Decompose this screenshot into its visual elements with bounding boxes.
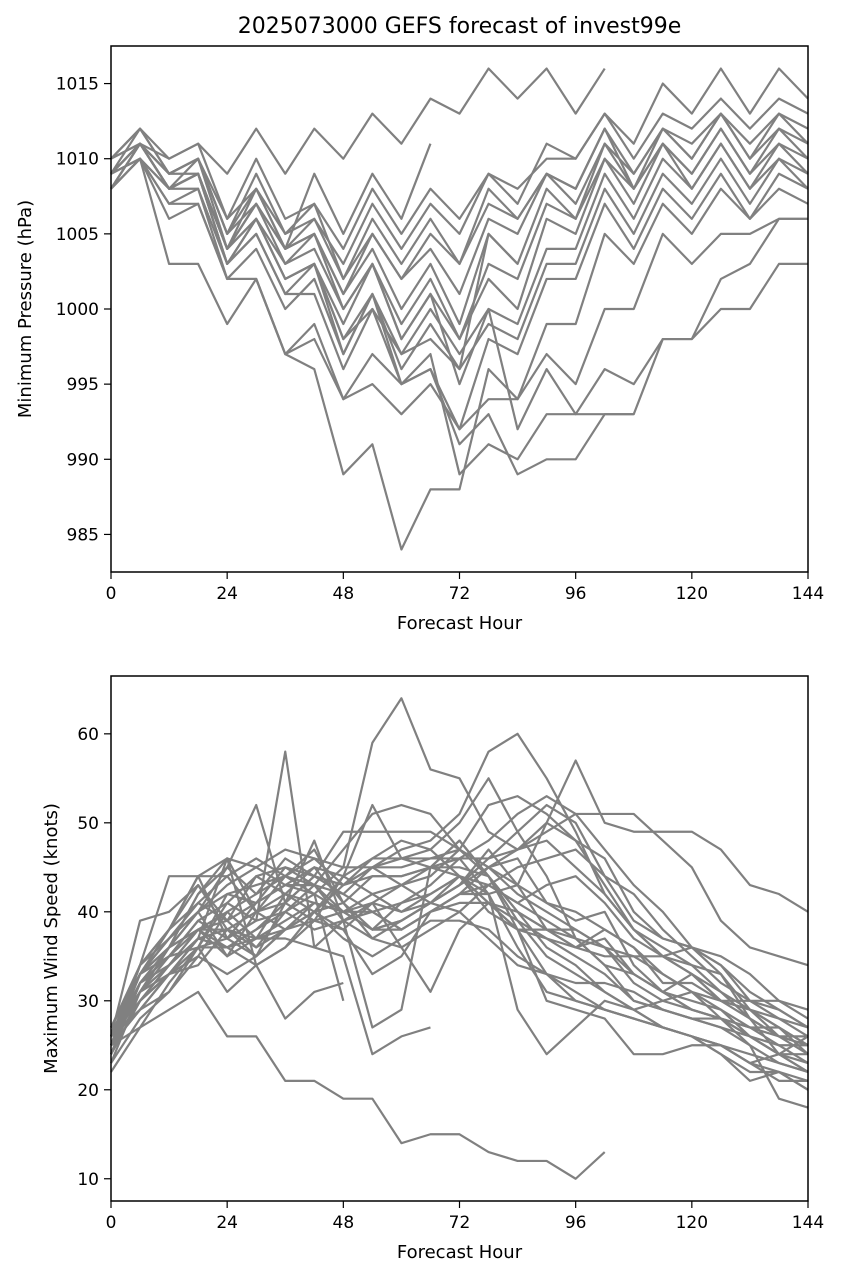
pressure-x-axis-label: Forecast Hour bbox=[397, 613, 523, 634]
pressure-y-tick-label: 1010 bbox=[56, 150, 99, 170]
wind-x-axis-label: Forecast Hour bbox=[397, 1242, 523, 1263]
pressure-y-tick-label: 1005 bbox=[56, 225, 99, 245]
pressure-panel: 0 24 48 72 96 120 144 985 990 995 1000 1005 1010 1015… bbox=[15, 45, 824, 634]
wind-y-tick-label: 20 bbox=[77, 1081, 99, 1101]
pressure-y-tick-label: 1000 bbox=[56, 300, 99, 320]
wind-member-line-1 bbox=[110, 990, 606, 1180]
wind-y-tick-label: 60 bbox=[77, 725, 99, 745]
wind-speed-panel: 0 24 48 72 96 120 144 10 20 30 40 50 60 Forecast Hou… bbox=[41, 675, 824, 1263]
wind-y-tick-label: 10 bbox=[77, 1170, 99, 1190]
wind-x-tick-label: 144 bbox=[792, 1213, 824, 1233]
pressure-member-line-3 bbox=[110, 97, 809, 266]
wind-x-tick-label: 120 bbox=[676, 1213, 708, 1233]
wind-x-tick-label: 96 bbox=[565, 1213, 587, 1233]
wind-x-tick-label: 0 bbox=[106, 1213, 117, 1233]
pressure-x-tick-label: 120 bbox=[676, 584, 708, 604]
pressure-member-line-18 bbox=[110, 142, 519, 371]
wind-x-tick-label: 24 bbox=[216, 1213, 238, 1233]
wind-member-line-24 bbox=[109, 857, 809, 1046]
pressure-plot-frame bbox=[110, 45, 809, 573]
wind-y-tick-label: 40 bbox=[77, 903, 99, 923]
pressure-y-tick-label: 995 bbox=[67, 375, 99, 395]
pressure-y-axis-label: Minimum Pressure (hPa) bbox=[15, 200, 36, 418]
figure-title: 2025073000 GEFS forecast of invest99e bbox=[238, 14, 682, 39]
wind-y-axis-label: Maximum Wind Speed (knots) bbox=[41, 803, 62, 1074]
pressure-member-line-19 bbox=[110, 127, 432, 250]
pressure-member-line-6 bbox=[110, 112, 809, 296]
pressure-series-group bbox=[110, 67, 809, 551]
pressure-member-line-14 bbox=[110, 157, 808, 551]
wind-x-tick-label: 48 bbox=[333, 1213, 355, 1233]
wind-y-tick-label: 30 bbox=[77, 992, 99, 1012]
wind-axis-ticks: 0 24 48 72 96 120 144 10 20 30 40 50 60 bbox=[77, 725, 824, 1233]
wind-member-line-31 bbox=[110, 901, 809, 1109]
pressure-x-tick-label: 24 bbox=[216, 584, 238, 604]
pressure-x-tick-label: 0 bbox=[106, 584, 117, 604]
wind-y-tick-label: 50 bbox=[77, 814, 99, 834]
wind-member-line-29 bbox=[110, 910, 809, 1047]
pressure-y-tick-label: 1015 bbox=[56, 75, 99, 95]
pressure-x-tick-label: 144 bbox=[792, 584, 824, 604]
pressure-y-tick-label: 985 bbox=[67, 525, 99, 545]
wind-x-tick-label: 72 bbox=[449, 1213, 471, 1233]
pressure-x-tick-label: 48 bbox=[333, 584, 355, 604]
pressure-member-line-1 bbox=[110, 67, 606, 175]
pressure-axis-ticks: 0 24 48 72 96 120 144 985 990 995 1000 1005 1010 1015 bbox=[56, 75, 824, 604]
pressure-y-tick-label: 990 bbox=[67, 450, 99, 470]
pressure-x-tick-label: 72 bbox=[449, 584, 471, 604]
wind-member-line-33 bbox=[110, 866, 809, 1038]
pressure-x-tick-label: 96 bbox=[565, 584, 587, 604]
wind-series-group bbox=[109, 697, 809, 1180]
pressure-member-line-13 bbox=[110, 157, 809, 431]
